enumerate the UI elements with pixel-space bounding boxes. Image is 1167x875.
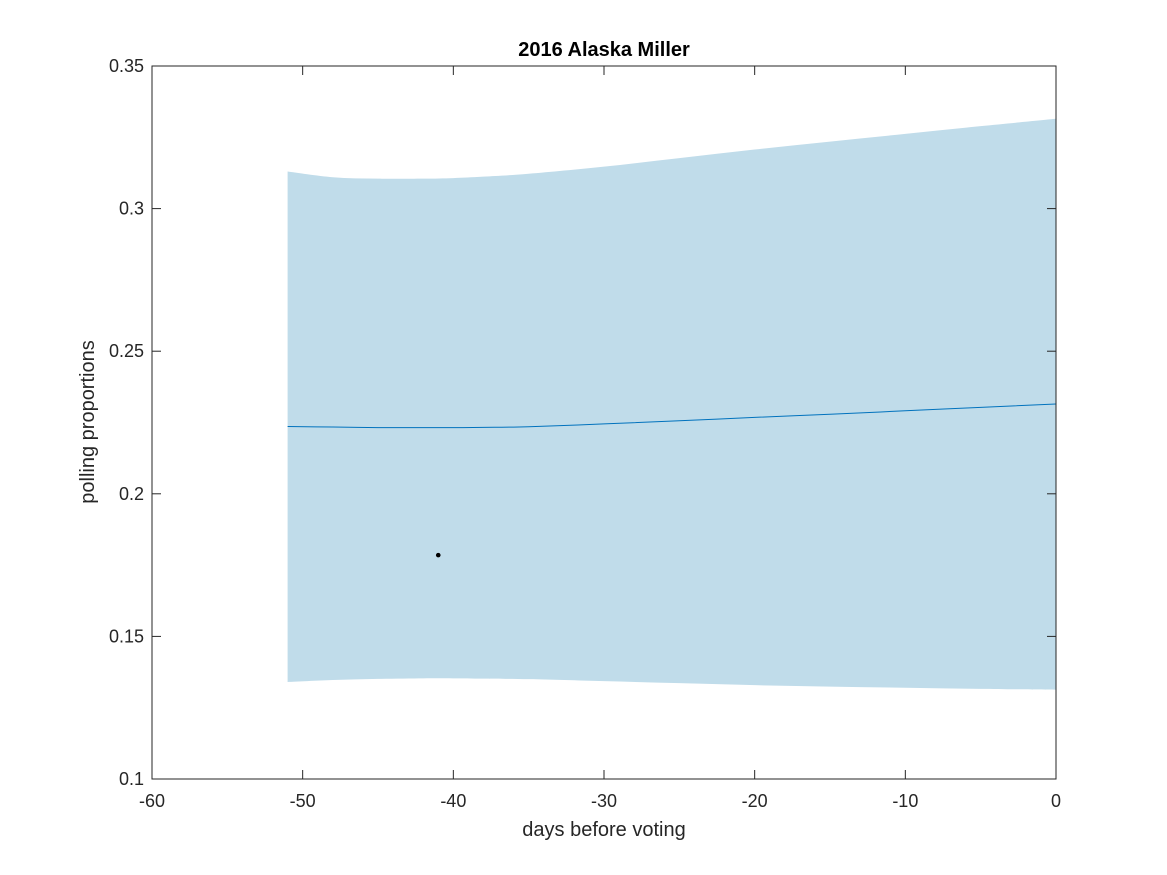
series-layer: [287, 403, 1057, 429]
y-tick-label: 0.25: [109, 341, 144, 361]
x-tick-label: 0: [1051, 791, 1061, 811]
x-tick-label: -10: [892, 791, 918, 811]
x-tick-label: -30: [591, 791, 617, 811]
y-axis-label: polling proportions: [77, 340, 99, 503]
y-axis: 0.1 0.15 0.2 0.25 0.3 0.35: [109, 56, 1056, 789]
x-axis-label: days before voting: [522, 819, 685, 841]
points-layer: [435, 552, 441, 558]
x-tick-label: -20: [742, 791, 768, 811]
y-tick-label: 0.3: [119, 199, 144, 219]
x-tick-label: -60: [139, 791, 165, 811]
confidence-band: [287, 118, 1057, 690]
y-tick-label: 0.15: [109, 626, 144, 646]
y-tick-label: 0.2: [119, 484, 144, 504]
y-tick-label: 0.35: [109, 56, 144, 76]
x-tick-label: -40: [440, 791, 466, 811]
chart-title: 2016 Alaska Miller: [518, 39, 690, 61]
x-axis: -60 -50 -40 -30 -20 -10 0: [139, 66, 1061, 811]
series-line-0: [287, 403, 1057, 429]
data-point-0: [435, 552, 441, 558]
x-tick-label: -50: [290, 791, 316, 811]
y-tick-label: 0.1: [119, 769, 144, 789]
